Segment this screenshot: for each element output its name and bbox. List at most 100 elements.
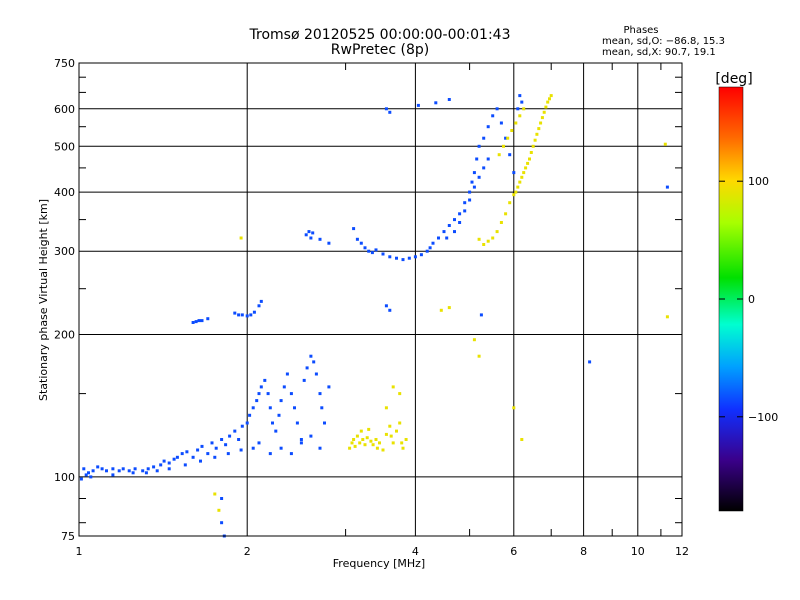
- data-point: [447, 98, 451, 101]
- data-point: [499, 221, 503, 224]
- y-tick-label: 100: [54, 471, 75, 484]
- data-point: [378, 441, 381, 445]
- data-point: [425, 249, 429, 253]
- data-point: [100, 467, 104, 471]
- data-point: [213, 492, 217, 496]
- data-point: [320, 406, 324, 410]
- data-point: [185, 450, 189, 454]
- data-point: [210, 441, 214, 445]
- data-point: [352, 438, 356, 441]
- data-point: [374, 438, 378, 441]
- data-point: [348, 446, 352, 450]
- data-point: [220, 497, 224, 500]
- data-point: [370, 251, 374, 255]
- data-point: [665, 185, 669, 189]
- data-point: [447, 224, 451, 227]
- data-point: [257, 304, 261, 308]
- data-point: [516, 107, 520, 111]
- y-tick-label: 600: [54, 103, 75, 116]
- data-point: [499, 121, 503, 125]
- data-point: [486, 125, 490, 129]
- data-point: [251, 446, 255, 450]
- data-point: [477, 237, 481, 241]
- data-point: [89, 475, 93, 479]
- data-point: [524, 166, 528, 170]
- data-point: [314, 372, 318, 376]
- x-axis-ticks: 1 2 4 6 8 10 12: [76, 63, 689, 558]
- stats-heading: Phases: [623, 25, 658, 36]
- data-point: [512, 193, 516, 197]
- data-point: [162, 459, 166, 463]
- data-point: [309, 354, 313, 358]
- data-point: [539, 121, 543, 125]
- data-point: [311, 231, 315, 235]
- y-tick-label: 200: [54, 329, 75, 342]
- data-point: [479, 313, 483, 317]
- data-point: [96, 465, 100, 469]
- data-point: [152, 465, 156, 469]
- data-point: [522, 171, 526, 175]
- data-point: [359, 241, 363, 245]
- data-point: [544, 105, 548, 109]
- data-point: [407, 256, 411, 260]
- data-point: [486, 239, 490, 243]
- data-point: [506, 136, 510, 140]
- colorbar-ticks: 100 0 −100: [719, 175, 778, 424]
- data-point: [428, 246, 432, 250]
- data-point: [167, 467, 171, 471]
- data-point: [391, 385, 395, 389]
- data-point: [367, 427, 371, 431]
- data-point: [327, 385, 331, 389]
- data-point: [663, 142, 667, 146]
- data-point: [388, 424, 392, 428]
- data-point: [180, 452, 184, 456]
- data-point: [268, 406, 272, 410]
- x-tick-label: 2: [244, 545, 251, 558]
- data-point: [516, 185, 520, 189]
- data-point: [233, 429, 237, 433]
- data-point: [217, 508, 221, 512]
- data-point: [374, 248, 378, 252]
- plot-frame: [78, 62, 683, 537]
- grid-lines: [79, 63, 682, 536]
- data-point: [475, 157, 479, 161]
- data-point: [274, 429, 278, 433]
- data-point: [289, 392, 293, 396]
- data-point: [121, 467, 125, 471]
- data-point: [220, 438, 224, 441]
- data-point: [155, 469, 159, 473]
- data-point: [318, 237, 322, 241]
- data-point: [206, 452, 210, 456]
- data-point: [199, 459, 202, 463]
- data-point: [588, 360, 592, 364]
- data-point: [309, 236, 313, 240]
- data-point: [514, 190, 518, 194]
- data-point: [537, 127, 541, 131]
- data-point: [520, 100, 524, 104]
- data-point: [518, 180, 522, 184]
- data-point: [144, 471, 148, 475]
- data-point: [239, 448, 243, 452]
- data-point: [540, 116, 544, 120]
- data-point: [463, 201, 467, 205]
- data-point: [200, 319, 204, 323]
- data-point: [526, 161, 530, 165]
- data-point: [508, 153, 512, 157]
- data-point: [458, 221, 462, 224]
- data-point: [131, 471, 135, 475]
- data-point: [361, 438, 365, 441]
- data-point: [159, 463, 163, 467]
- chart-subtitle: RwPretec (8p): [331, 42, 429, 58]
- data-point: [282, 385, 286, 389]
- data-point: [237, 438, 241, 441]
- data-point: [453, 218, 456, 222]
- data-point: [384, 107, 388, 111]
- data-point: [665, 315, 669, 319]
- data-point: [224, 443, 228, 447]
- data-point: [497, 153, 501, 157]
- stats-o-mode: mean, sd,O: −86.8, 15.3: [602, 36, 725, 47]
- data-point: [252, 310, 256, 314]
- data-point: [508, 201, 512, 205]
- data-point: [437, 236, 440, 240]
